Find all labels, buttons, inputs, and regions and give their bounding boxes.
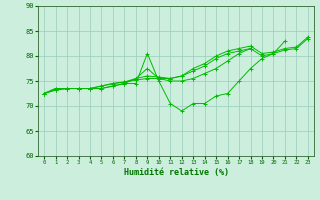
- X-axis label: Humidité relative (%): Humidité relative (%): [124, 168, 228, 177]
